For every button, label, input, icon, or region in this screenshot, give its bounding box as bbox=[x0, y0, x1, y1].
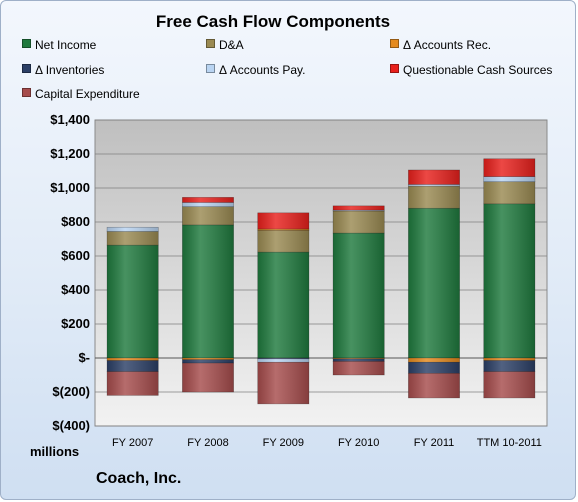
bar-segment-shade bbox=[107, 360, 159, 372]
bar-segment-shade bbox=[483, 158, 535, 177]
legend-label: Δ Accounts Rec. bbox=[403, 38, 492, 52]
legend-label: Net Income bbox=[35, 38, 97, 52]
bar-segment-shade bbox=[107, 371, 159, 396]
x-tick-label: TTM 10-2011 bbox=[476, 437, 542, 449]
y-tick-label: $(400) bbox=[52, 418, 90, 433]
legend-item: D&A bbox=[206, 38, 244, 52]
chart-title: Free Cash Flow Components bbox=[155, 12, 391, 31]
y-tick-label: $400 bbox=[61, 282, 90, 297]
bar-segment-shade bbox=[483, 203, 535, 358]
bar-segment-shade bbox=[483, 176, 535, 182]
bar-segment-shade bbox=[333, 358, 385, 362]
bar-segment-shade bbox=[483, 360, 535, 372]
company-name: Coach, Inc. bbox=[96, 470, 182, 487]
x-tick-label: FY 2008 bbox=[187, 437, 229, 449]
legend-swatch bbox=[22, 39, 31, 48]
legend-label: Capital Expenditure bbox=[35, 87, 140, 101]
bar-segment-shade bbox=[333, 233, 385, 358]
legend-label: Δ Accounts Pay. bbox=[219, 63, 306, 77]
legend-swatch bbox=[206, 64, 215, 73]
bar-segment-shade bbox=[408, 184, 460, 187]
bar-segment-shade bbox=[257, 252, 309, 358]
bar-segment-shade bbox=[408, 208, 460, 358]
bar-segment-shade bbox=[107, 227, 159, 232]
y-tick-label: $600 bbox=[61, 248, 90, 263]
bar-segment-shade bbox=[333, 205, 385, 211]
legend-swatch bbox=[390, 39, 399, 48]
unit-label: millions bbox=[30, 444, 80, 459]
legend-item: Δ Accounts Pay. bbox=[206, 63, 306, 77]
bar-segment-shade bbox=[257, 358, 309, 359]
plot-area bbox=[94, 119, 548, 427]
bar-segment-shade bbox=[257, 212, 309, 229]
legend-label: Δ Inventories bbox=[35, 63, 105, 77]
legend-item: Δ Accounts Rec. bbox=[390, 38, 491, 52]
x-tick-label: FY 2007 bbox=[111, 437, 154, 449]
bar-segment-shade bbox=[257, 358, 309, 363]
bar-segment-shade bbox=[333, 358, 385, 359]
x-tick-label: FY 2010 bbox=[337, 437, 380, 449]
bar-segment-shade bbox=[408, 186, 460, 209]
bar-segment-shade bbox=[333, 210, 385, 211]
legend-swatch bbox=[390, 64, 399, 73]
legend-item: Capital Expenditure bbox=[22, 87, 140, 101]
legend-swatch bbox=[206, 39, 215, 48]
bar-segment-shade bbox=[483, 181, 535, 204]
x-tick-label: FY 2009 bbox=[262, 437, 305, 449]
bar-segment-shade bbox=[483, 358, 535, 361]
bar-segment-shade bbox=[107, 231, 159, 246]
bar-segment-shade bbox=[182, 224, 234, 358]
y-tick-label: $1,200 bbox=[50, 146, 90, 161]
legend-label: Questionable Cash Sources bbox=[403, 63, 553, 77]
bar-segment-shade bbox=[257, 230, 309, 253]
legend-item: Questionable Cash Sources bbox=[390, 63, 552, 77]
bar-segment-shade bbox=[182, 197, 234, 203]
y-tick-label: $1,000 bbox=[50, 180, 90, 195]
legend-swatch bbox=[22, 88, 31, 97]
bar-segment-shade bbox=[408, 362, 460, 374]
bar-segment-shade bbox=[483, 371, 535, 398]
bar-segment-shade bbox=[182, 358, 234, 360]
bar-segment-shade bbox=[257, 228, 309, 231]
bar-segment-shade bbox=[333, 361, 385, 375]
bar-segment-shade bbox=[182, 363, 234, 392]
legend-item: Δ Inventories bbox=[22, 63, 104, 77]
legend-item: Net Income bbox=[22, 38, 96, 52]
y-tick-label: $200 bbox=[61, 316, 90, 331]
bar-segment-shade bbox=[333, 210, 385, 234]
y-tick-label: $1,400 bbox=[50, 112, 90, 127]
bar-segment-shade bbox=[408, 358, 460, 363]
y-tick-label: $- bbox=[78, 350, 90, 365]
legend-label: D&A bbox=[219, 38, 244, 52]
bar-segment-shade bbox=[408, 169, 460, 185]
bar-segment-shade bbox=[182, 206, 234, 225]
bar-segment-shade bbox=[257, 362, 309, 404]
y-tick-label: $800 bbox=[61, 214, 90, 229]
bar-segment-shade bbox=[107, 358, 159, 361]
x-tick-label: FY 2011 bbox=[413, 437, 455, 449]
bar-segment-shade bbox=[408, 373, 460, 398]
bar-segment-shade bbox=[107, 245, 159, 358]
bar-segment-shade bbox=[182, 359, 234, 364]
legend-swatch bbox=[22, 64, 31, 73]
bar-segment-shade bbox=[182, 202, 234, 207]
y-tick-label: $(200) bbox=[52, 384, 90, 399]
